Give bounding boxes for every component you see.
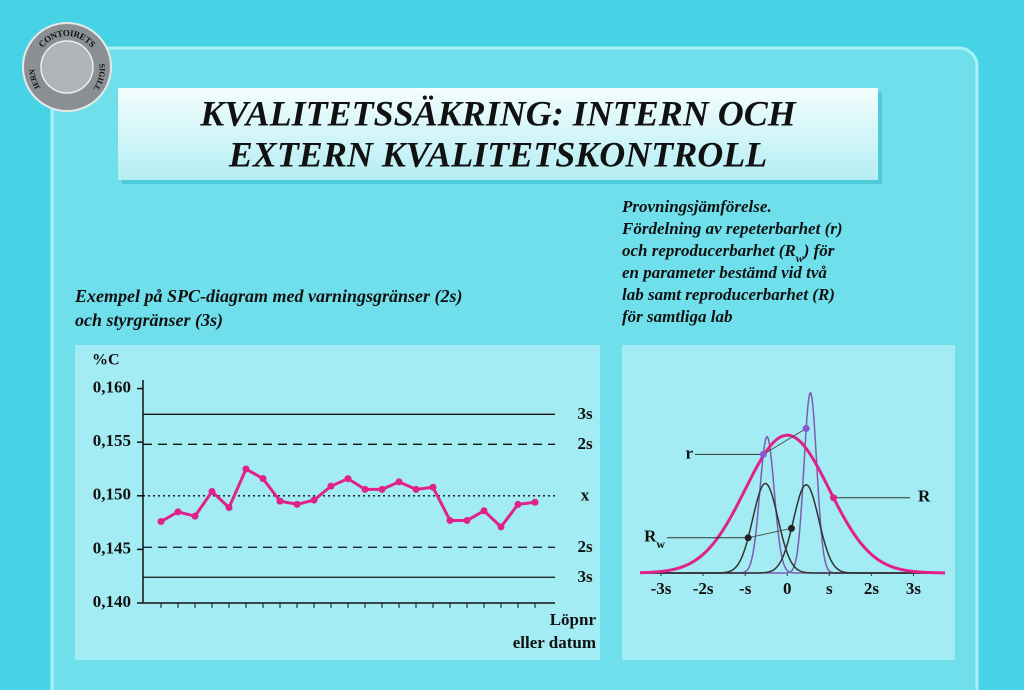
data-point <box>446 516 454 524</box>
data-point <box>242 465 250 473</box>
chart-caption: Fördelning av repeterbarhet (r) <box>621 219 843 238</box>
reference-label: 2s <box>577 434 593 453</box>
leader-dot <box>759 450 767 458</box>
y-tick-label: 0,145 <box>93 538 131 557</box>
data-point <box>361 485 369 493</box>
data-point <box>429 483 437 491</box>
data-point <box>480 507 488 515</box>
x-tick-label: -2s <box>693 579 714 598</box>
x-axis-label: Löpnr <box>550 610 597 629</box>
chart-panel <box>75 345 600 660</box>
title-box <box>118 88 878 180</box>
leader-dot <box>802 424 810 432</box>
reference-label: 2s <box>577 537 593 556</box>
title: KVALITETSSÄKRING: INTERN OCH <box>199 93 796 133</box>
data-point <box>531 498 539 506</box>
data-point <box>293 500 301 508</box>
x-tick-label: -3s <box>651 579 672 598</box>
data-point <box>327 482 335 490</box>
data-point <box>378 485 386 493</box>
density-curve <box>640 484 945 574</box>
data-point <box>276 497 284 505</box>
data-point <box>259 475 267 483</box>
data-point <box>208 488 216 495</box>
title: EXTERN KVALITETSKONTROLL <box>228 134 767 174</box>
legend-label: R <box>918 487 931 506</box>
legend-label: r <box>685 443 693 462</box>
chart-caption: och reproducerbarhet (Rw) för <box>622 241 835 265</box>
x-tick-label: 2s <box>864 579 880 598</box>
y-axis-label: %C <box>92 352 120 369</box>
y-tick-label: 0,160 <box>93 377 131 396</box>
leader-dot <box>830 494 838 502</box>
leader-line <box>763 428 807 455</box>
x-tick-label: 0 <box>783 579 792 598</box>
chart-panel <box>622 345 955 660</box>
reference-label: 3s <box>577 567 593 586</box>
logo: CONTOIRETS JERN SIGILL <box>22 22 112 112</box>
y-tick-label: 0,140 <box>93 592 131 611</box>
data-point <box>395 478 403 486</box>
leader-line <box>748 527 792 539</box>
chart-caption: Provningsjämförelse. <box>621 197 772 216</box>
data-point <box>174 508 182 516</box>
x-tick-label: 3s <box>906 579 922 598</box>
data-point <box>310 496 318 504</box>
x-axis-label: eller datum <box>513 633 596 652</box>
y-tick-label: 0,155 <box>93 431 131 450</box>
chart-caption: lab samt reproducerbarhet (R) <box>622 285 835 304</box>
x-tick-label: s <box>826 579 833 598</box>
data-point <box>225 504 233 512</box>
x-tick-label: -s <box>739 579 752 598</box>
chart-caption: en parameter bestämd vid två <box>622 263 827 282</box>
data-point <box>412 485 420 493</box>
data-point <box>191 512 199 520</box>
data-point <box>463 516 471 524</box>
chart-caption: för samtliga lab <box>622 307 733 326</box>
leader-dot <box>744 534 752 542</box>
data-point <box>157 518 165 526</box>
reference-label: 3s <box>577 404 593 423</box>
data-point <box>514 500 522 508</box>
reference-label: x <box>581 486 590 505</box>
chart-caption: och styrgränser (3s) <box>75 310 223 331</box>
data-point <box>497 523 505 531</box>
data-point <box>344 475 352 483</box>
logo-center <box>40 40 94 94</box>
y-tick-label: 0,150 <box>93 485 131 504</box>
leader-dot <box>787 524 795 532</box>
chart-caption: Exempel på SPC-diagram med varningsgräns… <box>74 286 463 307</box>
